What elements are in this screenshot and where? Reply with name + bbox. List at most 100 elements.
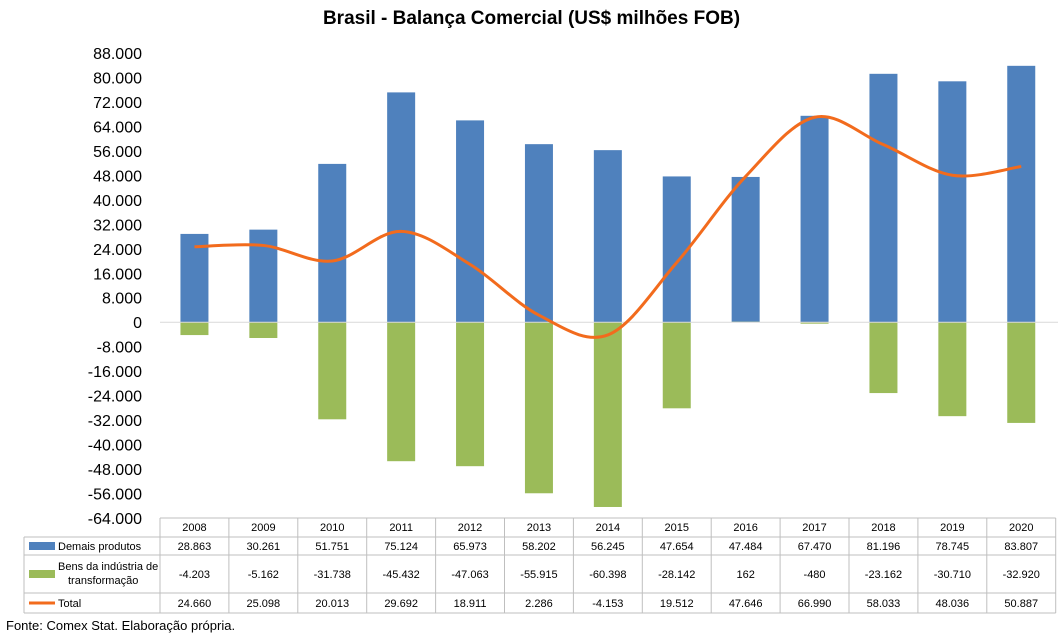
cell-demais-produtos: 28.863 <box>178 541 212 553</box>
cell-bens-industria: -23.162 <box>865 569 902 581</box>
bar-demais-produtos <box>456 120 485 323</box>
bar-bens-industria <box>249 322 278 339</box>
y-tick-label: 72.000 <box>93 95 142 112</box>
y-tick-label: 0 <box>133 315 142 332</box>
cell-bens-industria: -31.738 <box>314 569 351 581</box>
y-tick-label: 8.000 <box>102 291 142 308</box>
cell-bens-industria: -480 <box>804 569 826 581</box>
bar-demais-produtos <box>800 115 829 323</box>
y-tick-label: 16.000 <box>93 266 142 283</box>
cell-total: 29.692 <box>384 598 418 610</box>
y-tick-label: 56.000 <box>93 144 142 161</box>
cell-total: 20.013 <box>315 598 349 610</box>
x-category-label: 2020 <box>1009 522 1033 534</box>
cell-bens-industria: 162 <box>736 569 754 581</box>
y-tick-label: 64.000 <box>93 119 142 136</box>
y-tick-label: 40.000 <box>93 193 142 210</box>
cell-demais-produtos: 56.245 <box>591 541 625 553</box>
legend-key-demais-produtos <box>29 542 55 550</box>
cell-bens-industria: -4.203 <box>179 569 210 581</box>
cell-demais-produtos: 58.202 <box>522 541 556 553</box>
cell-total: -4.153 <box>592 598 623 610</box>
legend-label-bens-industria-line1: Bens da indústria de <box>58 561 158 573</box>
bar-demais-produtos <box>180 233 209 323</box>
y-tick-label: 80.000 <box>93 70 142 87</box>
cell-demais-produtos: 65.973 <box>453 541 487 553</box>
y-tick-label: -48.000 <box>88 462 142 479</box>
y-tick-label: -24.000 <box>88 389 142 406</box>
bar-bens-industria <box>387 322 416 462</box>
legend-key-bens-industria <box>29 570 55 578</box>
bar-bens-industria <box>800 322 829 324</box>
x-category-label: 2009 <box>251 522 275 534</box>
bar-bens-industria <box>869 322 898 394</box>
legend-label-total: Total <box>58 598 81 610</box>
y-tick-label: -8.000 <box>97 340 142 357</box>
bar-demais-produtos <box>593 150 622 323</box>
cell-demais-produtos: 78.745 <box>936 541 970 553</box>
cell-bens-industria: -45.432 <box>382 569 419 581</box>
cell-total: 24.660 <box>178 598 212 610</box>
cell-total: 58.033 <box>867 598 901 610</box>
cell-total: 2.286 <box>525 598 553 610</box>
bar-demais-produtos <box>387 92 416 323</box>
cell-demais-produtos: 83.807 <box>1004 541 1038 553</box>
cell-demais-produtos: 81.196 <box>867 541 901 553</box>
line-total <box>194 115 1022 339</box>
x-category-label: 2008 <box>182 522 206 534</box>
bar-bens-industria <box>524 322 553 494</box>
bar-demais-produtos <box>869 73 898 323</box>
bar-bens-industria <box>456 322 485 467</box>
cell-total: 47.646 <box>729 598 763 610</box>
x-category-label: 2016 <box>733 522 757 534</box>
bar-demais-produtos <box>1007 65 1036 323</box>
x-category-label: 2014 <box>596 522 620 534</box>
bar-bens-industria <box>318 322 347 420</box>
cell-demais-produtos: 47.654 <box>660 541 694 553</box>
y-tick-label: 32.000 <box>93 217 142 234</box>
cell-total: 18.911 <box>454 598 487 610</box>
x-category-label: 2011 <box>389 522 413 534</box>
cell-bens-industria: -30.710 <box>934 569 971 581</box>
cell-demais-produtos: 47.484 <box>729 541 763 553</box>
x-category-label: 2018 <box>871 522 895 534</box>
x-category-label: 2019 <box>940 522 964 534</box>
source-note: Fonte: Comex Stat. Elaboração própria. <box>6 618 236 633</box>
cell-total: 25.098 <box>247 598 281 610</box>
y-tick-label: 88.000 <box>93 46 142 63</box>
x-category-label: 2017 <box>802 522 826 534</box>
cell-bens-industria: -28.142 <box>658 569 695 581</box>
chart-title: Brasil - Balança Comercial (US$ milhões … <box>322 8 741 29</box>
y-tick-label: -40.000 <box>88 438 142 455</box>
bar-bens-industria <box>180 322 209 336</box>
x-category-label: 2015 <box>665 522 689 534</box>
cell-total: 50.887 <box>1004 598 1038 610</box>
cell-total: 48.036 <box>936 598 970 610</box>
y-tick-label: 24.000 <box>93 242 142 259</box>
bar-demais-produtos <box>731 176 760 323</box>
legend-label-demais-produtos: Demais produtos <box>58 541 142 553</box>
cell-demais-produtos: 51.751 <box>315 541 349 553</box>
cell-total: 19.512 <box>660 598 694 610</box>
bar-demais-produtos <box>318 163 347 323</box>
bar-bens-industria <box>938 322 967 417</box>
cell-bens-industria: -60.398 <box>589 569 626 581</box>
y-tick-label: 48.000 <box>93 168 142 185</box>
y-tick-label: -64.000 <box>88 511 142 528</box>
y-tick-label: -32.000 <box>88 413 142 430</box>
y-tick-label: -16.000 <box>88 364 142 381</box>
bar-bens-industria <box>662 322 691 409</box>
bar-demais-produtos <box>524 144 553 323</box>
x-category-label: 2012 <box>458 522 482 534</box>
cell-bens-industria: -32.920 <box>1003 569 1040 581</box>
cell-demais-produtos: 30.261 <box>247 541 281 553</box>
cell-bens-industria: -47.063 <box>451 569 488 581</box>
legend-label-bens-industria-line2: transformação <box>68 575 138 587</box>
x-category-label: 2010 <box>320 522 344 534</box>
cell-bens-industria: -55.915 <box>520 569 557 581</box>
cell-total: 66.990 <box>798 598 832 610</box>
x-category-label: 2013 <box>527 522 551 534</box>
cell-bens-industria: -5.162 <box>248 569 279 581</box>
bar-bens-industria <box>593 322 622 507</box>
